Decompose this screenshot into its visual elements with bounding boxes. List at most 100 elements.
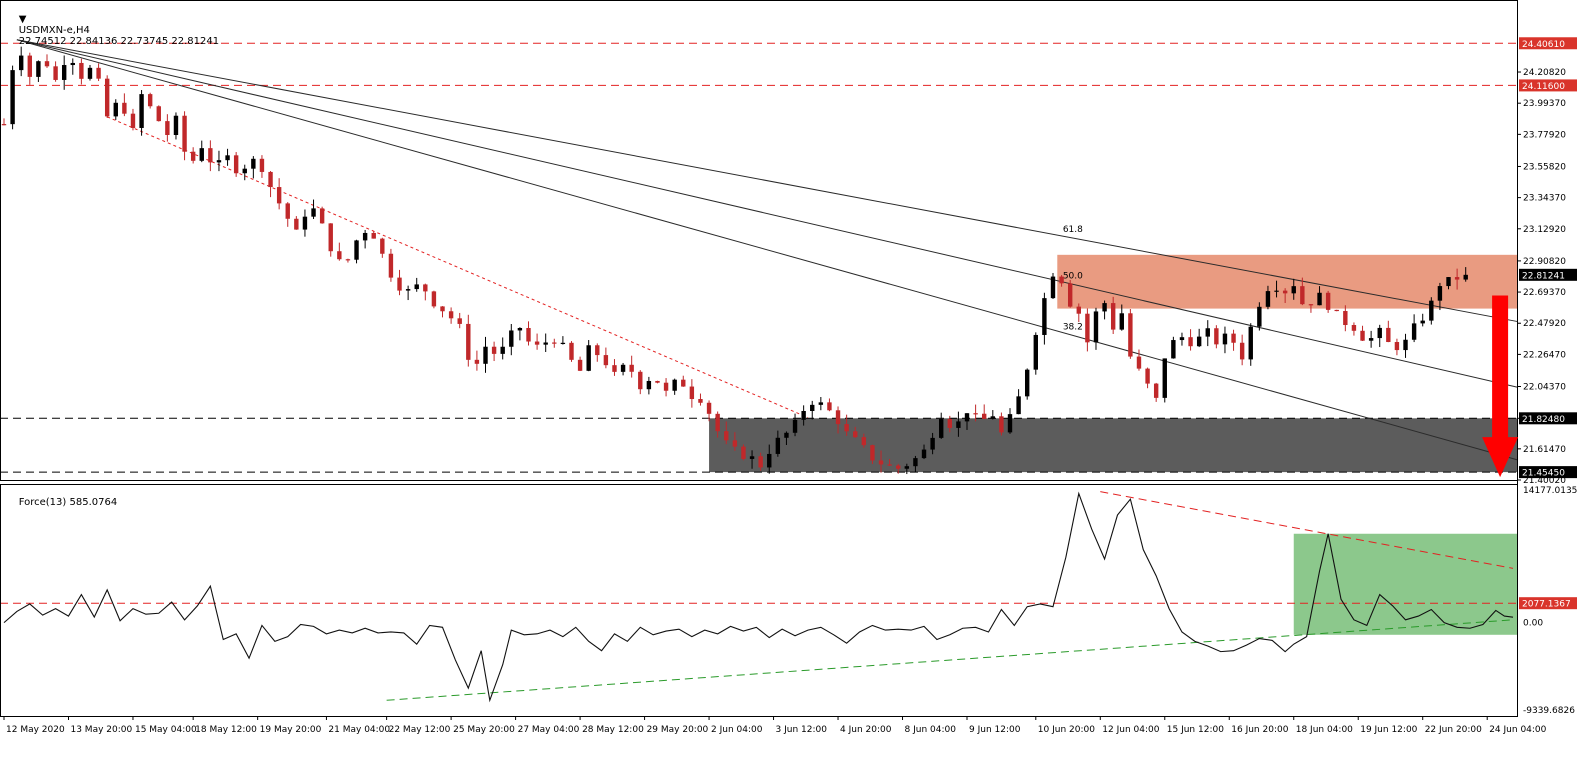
header-triangle-icon[interactable]: ▼: [18, 14, 27, 25]
candle-body: [53, 66, 58, 80]
candle-body: [672, 379, 677, 391]
candle-body: [1179, 337, 1185, 341]
price-label-box: [1519, 37, 1577, 50]
candle-body: [1239, 342, 1245, 360]
candle-body: [448, 311, 454, 319]
candle-body: [1136, 356, 1142, 369]
y-tick-label: 22.90820: [1523, 257, 1566, 267]
candle-body: [913, 458, 918, 467]
candle-body: [500, 346, 505, 354]
y-tick-label: 22.04370: [1523, 383, 1566, 393]
x-tick-label: 12 Jun 04:00: [1102, 725, 1159, 735]
candle-body: [577, 359, 583, 371]
fib-fan-line: [16, 39, 1518, 461]
force-tick-label: 14177.0135: [1523, 486, 1577, 496]
force-trend-line: [386, 619, 1514, 701]
price-label: 21.82480: [1522, 415, 1565, 425]
forecast-arrow-shaft: [1492, 295, 1509, 440]
candle-body: [1437, 286, 1443, 301]
candle-body: [689, 386, 695, 400]
candle-body: [775, 437, 781, 454]
candle-body: [526, 327, 531, 342]
candle-body: [319, 208, 325, 224]
ohlc-values: 22.74512 22.84136 22.73745 22.81241: [18, 36, 220, 47]
candle-body: [1343, 311, 1348, 326]
force-tick-label: 2077.1367: [1522, 600, 1571, 610]
candle-body: [870, 445, 875, 461]
fib-fan-line: [16, 39, 1518, 388]
candle-body: [1188, 337, 1193, 347]
candle-body: [1102, 303, 1107, 312]
candle-body: [853, 431, 858, 438]
candle-body: [749, 456, 755, 459]
symbol-label: USDMXN-e,H4: [18, 25, 90, 36]
x-tick-label: 25 May 20:00: [453, 725, 515, 735]
candle-body: [810, 404, 815, 411]
candle-body: [199, 148, 204, 161]
candle-body: [930, 437, 935, 450]
zones-layer: [709, 254, 1517, 473]
candle-body: [1463, 274, 1468, 280]
candle-body: [947, 418, 953, 428]
candle-body: [397, 277, 402, 291]
candle-body: [1128, 313, 1133, 357]
candle-body: [225, 155, 230, 161]
candle-body: [1119, 313, 1124, 330]
candle-body: [113, 102, 118, 117]
fib-fan-label: 38.2: [1063, 322, 1083, 332]
candle-body: [36, 61, 41, 77]
candle-body: [285, 203, 290, 219]
fib-fan-label: 50.0: [1063, 271, 1083, 281]
candle-body: [844, 424, 849, 432]
candle-body: [767, 453, 772, 468]
candle-body: [939, 418, 944, 438]
candle-body: [724, 431, 729, 441]
candle-body: [1076, 306, 1081, 314]
candle-body: [655, 380, 660, 383]
candle-body: [165, 121, 170, 135]
y-tick-label: 22.47920: [1523, 319, 1566, 329]
candle-body: [457, 318, 462, 324]
x-tick-label: 21 May 04:00: [328, 725, 390, 735]
candle-body: [904, 466, 910, 469]
candle-body: [1110, 303, 1116, 330]
dotted-trend-line: [106, 116, 809, 419]
price-label-box: [1519, 412, 1577, 425]
candle-body: [921, 449, 927, 459]
candle-body: [638, 371, 643, 390]
candle-body: [61, 65, 67, 80]
candle-body: [741, 446, 746, 459]
candle-body: [1007, 414, 1013, 433]
x-tick-label: 19 May 20:00: [260, 725, 322, 735]
candle-body: [1274, 290, 1279, 292]
force-header: Force(13) 585.0764: [6, 486, 117, 519]
force-level-label-box: [1519, 597, 1577, 610]
candle-body: [818, 402, 824, 405]
candle-body: [1205, 328, 1210, 337]
force-trend-line: [1100, 491, 1514, 569]
x-tick-label: 9 Jun 12:00: [969, 725, 1021, 735]
y-tick-label: 22.69370: [1523, 288, 1566, 298]
y-tick-label: 21.40020: [1523, 476, 1566, 486]
candle-body: [1153, 383, 1159, 398]
candle-body: [990, 416, 996, 419]
candle-body: [543, 342, 548, 345]
y-tick-label: 23.12920: [1523, 225, 1566, 235]
candle-body: [1162, 358, 1167, 398]
candle-body: [792, 419, 798, 433]
candle-body: [311, 208, 316, 217]
candle-body: [801, 410, 806, 420]
y-tick-label: 23.99370: [1523, 99, 1566, 109]
price-panel-frame: [0, 0, 1518, 481]
candle-body: [1222, 333, 1228, 345]
price-label: 22.81241: [1522, 271, 1565, 281]
candle-body: [1265, 291, 1271, 307]
candle-body: [156, 106, 161, 122]
candle-body: [646, 380, 652, 390]
candle-body: [345, 259, 351, 261]
candle-body: [182, 115, 187, 152]
candle-body: [328, 223, 333, 252]
candle-body: [423, 284, 428, 292]
